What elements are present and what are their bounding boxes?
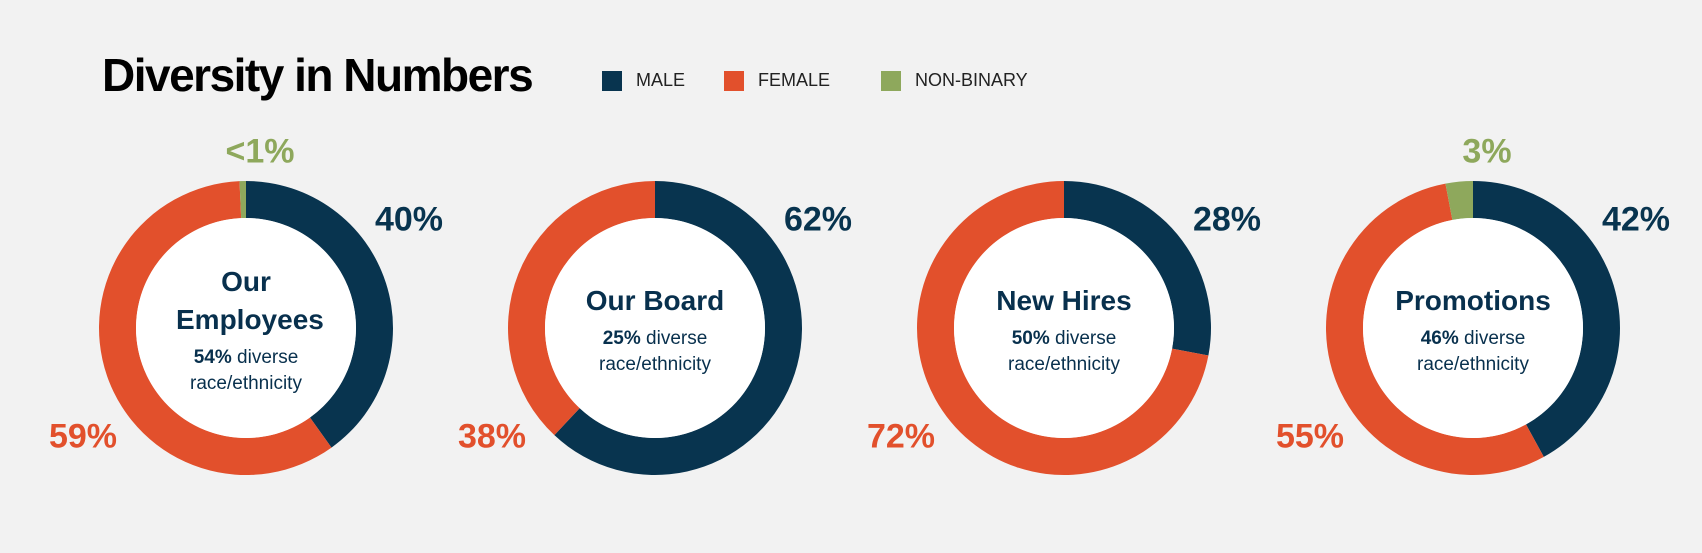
legend-swatch-female xyxy=(724,70,744,91)
donut-hole xyxy=(136,218,356,438)
legend-male: MALE xyxy=(602,70,685,91)
donut-segment-female xyxy=(1325,183,1544,476)
donut-subtitle: 54% diverse race/ethnicity xyxy=(146,345,346,397)
legend-female: FEMALE xyxy=(724,70,830,91)
donut-center-text: Promotions 46% diverse race/ethnicity xyxy=(1373,282,1573,378)
data-label-male: 42% xyxy=(1601,200,1671,239)
diverse-label-2: race/ethnicity xyxy=(599,354,711,375)
legend-label: NON-BINARY xyxy=(915,70,1028,90)
diverse-label: diverse xyxy=(237,347,299,368)
diverse-percent: 46% xyxy=(1420,328,1459,349)
donut-center-text: Our Board 25% diverse race/ethnicity xyxy=(555,282,755,378)
donut-segment-female xyxy=(508,181,655,436)
donut-hole xyxy=(545,218,765,438)
data-label-male: 40% xyxy=(374,200,444,239)
legend-label: FEMALE xyxy=(758,70,831,90)
legend-nonbinary: NON-BINARY xyxy=(881,70,1028,91)
donut-subtitle: 46% diverse race/ethnicity xyxy=(1373,326,1573,378)
diverse-label-2: race/ethnicity xyxy=(190,373,302,394)
data-label-male: 28% xyxy=(1192,200,1262,239)
data-label-female: 59% xyxy=(48,417,118,456)
data-label-female: 55% xyxy=(1275,417,1345,456)
diverse-label: diverse xyxy=(646,328,708,349)
donut-title: Our Employees xyxy=(176,266,324,335)
diverse-label-2: race/ethnicity xyxy=(1417,354,1529,375)
diverse-label: diverse xyxy=(1464,328,1526,349)
diverse-percent: 54% xyxy=(193,347,232,368)
donut-segment-male xyxy=(246,181,393,448)
diverse-percent: 25% xyxy=(602,328,641,349)
donut-center-text: New Hires 50% diverse race/ethnicity xyxy=(964,282,1164,378)
diverse-label: diverse xyxy=(1055,328,1117,349)
donut-center-text: Our Employees 54% diverse race/ethnicity xyxy=(146,263,346,397)
donut-subtitle: 50% diverse race/ethnicity xyxy=(964,326,1164,378)
donut-title: Our Board xyxy=(585,285,725,316)
donut-segment-female xyxy=(98,181,332,476)
donut-hole xyxy=(1363,218,1583,438)
donut-segment-male xyxy=(554,181,803,475)
donut-hole xyxy=(954,218,1174,438)
legend-label: MALE xyxy=(636,70,686,90)
legend-swatch-male xyxy=(602,70,622,91)
donut-subtitle: 25% diverse race/ethnicity xyxy=(555,326,755,378)
data-label-female: 72% xyxy=(866,417,936,456)
data-label-nonbinary: <1% xyxy=(225,132,295,171)
donut-title: Promotions xyxy=(1395,285,1551,316)
data-label-nonbinary: 3% xyxy=(1462,132,1512,171)
donut-segment-nonbinary xyxy=(1445,181,1473,220)
page-title: Diversity in Numbers xyxy=(102,49,534,101)
legend-swatch-nonbinary xyxy=(881,70,901,91)
donut-title: New Hires xyxy=(996,285,1132,316)
diverse-label-2: race/ethnicity xyxy=(1008,354,1120,375)
donut-segment-nonbinary xyxy=(239,181,246,219)
diverse-percent: 50% xyxy=(1011,328,1050,349)
data-label-female: 38% xyxy=(457,417,527,456)
donut-segment-male xyxy=(1473,181,1620,457)
donut-segment-male xyxy=(1064,181,1211,356)
data-label-male: 62% xyxy=(783,200,853,239)
